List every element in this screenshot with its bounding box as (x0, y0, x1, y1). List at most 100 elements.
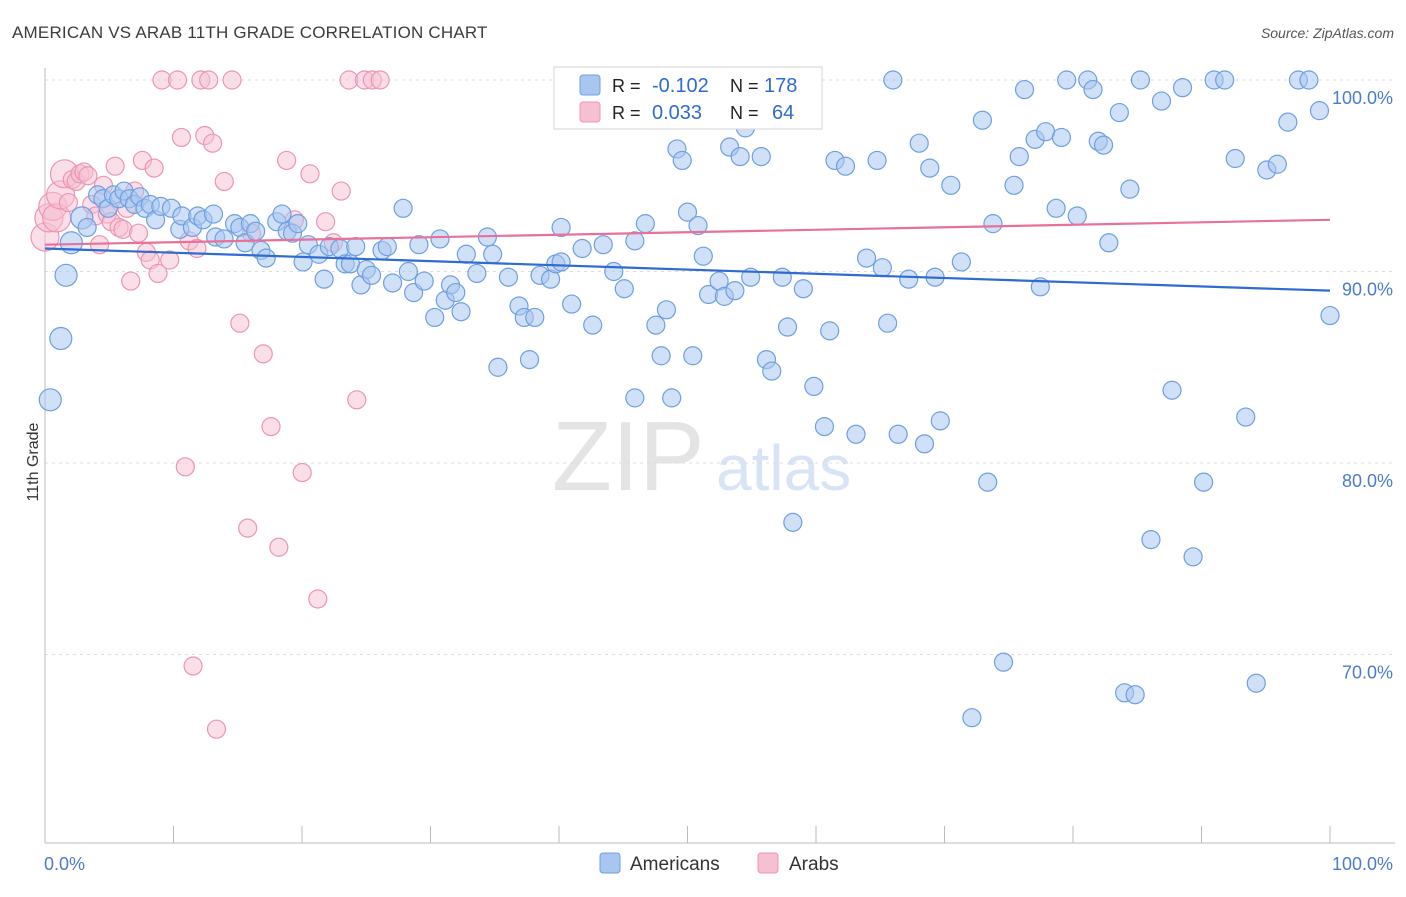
americans-point (962, 708, 982, 728)
arabs-point (167, 70, 188, 90)
americans-point (314, 269, 334, 289)
americans-point (583, 315, 603, 335)
americans-point (762, 361, 782, 381)
americans-point (725, 281, 745, 301)
americans-point (1215, 70, 1235, 90)
legend-r-label-americans: R = (612, 76, 641, 96)
arabs-point (199, 70, 219, 90)
americans-point (899, 269, 919, 289)
americans-point (272, 204, 292, 224)
arabs-point (202, 133, 223, 153)
watermark-zip: ZIP (552, 401, 704, 511)
americans-point (1236, 407, 1256, 427)
americans-point (1225, 148, 1245, 169)
americans-point (393, 198, 413, 218)
americans-point (625, 231, 645, 251)
americans-point (1014, 79, 1035, 100)
americans-point (909, 133, 929, 153)
americans-point (878, 313, 898, 333)
arabs-point (128, 223, 149, 243)
americans-point (1130, 70, 1151, 90)
americans-point (38, 388, 62, 412)
y-tick-label: 70.0% (1342, 663, 1393, 683)
americans-point (683, 346, 703, 366)
americans-point (693, 246, 713, 266)
americans-point (1320, 305, 1340, 326)
americans-point (562, 294, 582, 314)
arabs-point (171, 127, 191, 148)
legend-r-value-arabs: 0.033 (652, 102, 702, 124)
americans-point (414, 271, 434, 291)
arabs-point (269, 537, 289, 557)
arabs-trend-line (44, 218, 1331, 246)
americans-point (846, 424, 866, 444)
americans-point (377, 237, 397, 257)
americans-point (993, 652, 1014, 672)
y-tick-label: 100.0% (1332, 88, 1393, 108)
americans-point (1093, 135, 1114, 155)
arabs-point (347, 390, 367, 410)
watermark-atlas: atlas (716, 432, 851, 504)
arabs-point (58, 192, 78, 213)
arabs-point (78, 166, 98, 186)
americans-point (1162, 380, 1182, 400)
americans-point (646, 315, 666, 335)
americans-point (978, 472, 998, 492)
chart-title: AMERICAN VS ARAB 11TH GRADE CORRELATION … (12, 23, 488, 42)
americans-point (451, 302, 471, 322)
americans-point (614, 279, 634, 299)
americans-point (777, 317, 798, 337)
americans-point (1267, 154, 1287, 174)
arabs-point (222, 70, 242, 90)
americans-point (804, 376, 824, 396)
americans-point (246, 221, 266, 241)
americans-point (525, 307, 545, 328)
americans-point (1278, 112, 1298, 132)
americans-point (1151, 91, 1172, 111)
americans-point (1046, 198, 1066, 218)
americans-point (77, 217, 97, 238)
americans-point (930, 411, 950, 431)
americans-point (635, 214, 655, 234)
arabs-point (121, 271, 141, 291)
legend-americans-swatch (599, 852, 621, 874)
arabs-point (261, 417, 281, 437)
americans-point (483, 244, 503, 264)
arabs-point (148, 263, 168, 284)
series-legend: Americans Arabs (599, 852, 839, 875)
americans-point (1183, 547, 1203, 567)
americans-point (867, 150, 887, 171)
americans-point (519, 349, 540, 370)
arabs-point (144, 158, 164, 178)
arabs-point (253, 344, 273, 364)
americans-point (54, 263, 78, 287)
arabs-point (370, 70, 390, 90)
legend-arabs-swatch (757, 852, 779, 874)
americans-point (1141, 529, 1161, 550)
americans-point (677, 202, 698, 222)
arabs-point (300, 164, 320, 184)
americans-point (835, 156, 856, 176)
americans-point (446, 282, 466, 303)
arabs-points (30, 70, 390, 739)
americans-point (920, 158, 940, 178)
americans-point (883, 70, 903, 90)
americans-point (1246, 673, 1266, 693)
americans-point (793, 279, 813, 299)
arabs-point (292, 462, 312, 483)
arabs-point (214, 171, 234, 192)
americans-point (672, 150, 692, 171)
legend-n-value-arabs: 64 (772, 102, 794, 124)
americans-point (1194, 472, 1214, 492)
americans-point (498, 267, 519, 287)
legend-n-label-arabs: N = (730, 103, 759, 123)
americans-point (1299, 70, 1319, 90)
americans-point (751, 147, 771, 167)
arabs-point (331, 181, 351, 201)
americans-point (814, 417, 835, 437)
americans-point (49, 326, 73, 351)
arabs-point (308, 589, 328, 609)
americans-point (551, 252, 571, 272)
